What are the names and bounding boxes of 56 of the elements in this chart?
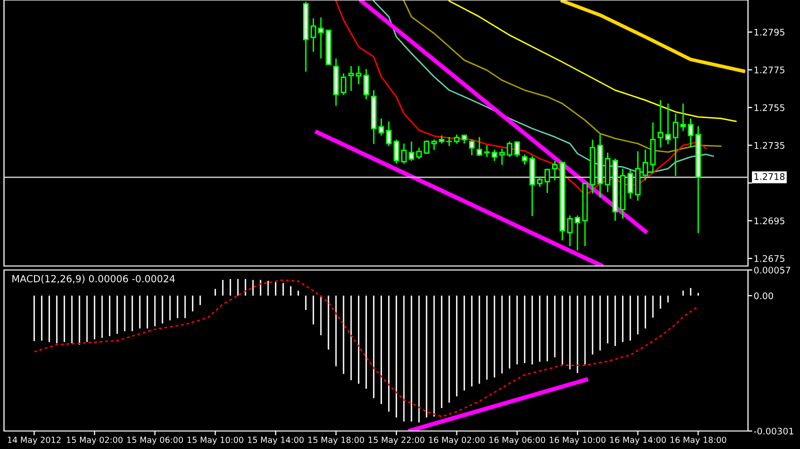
x-tick-label: 14 May 2012	[8, 436, 61, 445]
y-tick-label: 1.2695	[754, 217, 784, 224]
candlestick	[552, 160, 558, 182]
y-tick-label: 1.2735	[754, 142, 784, 149]
candlestick	[318, 16, 324, 60]
y-tick-label: 1.2795	[754, 28, 784, 36]
x-tick-label: 16 May 14:00	[610, 436, 666, 445]
candlestick	[484, 144, 490, 158]
x-tick-label: 15 May 22:00	[368, 436, 424, 445]
candlestick	[506, 140, 512, 158]
line-series	[560, 0, 746, 73]
candlestick	[348, 65, 354, 92]
line-series	[448, 0, 737, 122]
y-tick-label: 1.2775	[754, 66, 784, 74]
x-tick-label: 16 May 18:00	[670, 436, 726, 445]
x-tick-label: 15 May 18:00	[308, 436, 364, 445]
x-tick-label: 15 May 14:00	[248, 436, 304, 445]
candlestick	[363, 68, 369, 100]
x-tick-label: 15 May 10:00	[188, 436, 244, 445]
candlestick	[567, 214, 573, 247]
candlestick	[461, 134, 468, 144]
candlestick	[454, 134, 460, 144]
ref-line-label: 1.2718	[754, 173, 785, 180]
y-tick-label: 0.00	[754, 292, 774, 300]
candlestick	[514, 140, 520, 158]
x-tick-label: 16 May 10:00	[550, 436, 606, 445]
candlestick	[394, 138, 400, 164]
x-tick-label: 15 May 06:00	[127, 436, 183, 445]
candlestick	[544, 168, 550, 194]
candlestick	[469, 138, 475, 156]
candlestick	[642, 148, 648, 182]
line-series	[403, 0, 722, 153]
line-series	[335, 0, 706, 196]
candlestick	[431, 138, 437, 151]
candlestick	[522, 154, 528, 166]
x-tick-label: 16 May 06:00	[489, 436, 546, 445]
candlestick	[378, 118, 384, 136]
y-tick-label: 0.00057	[754, 266, 790, 274]
candlestick	[680, 102, 686, 132]
y-tick-label: 1.2755	[754, 104, 784, 112]
candlestick	[446, 136, 452, 147]
chart-title: MACD(12,26,9) 0.00006 -0.00024	[12, 274, 175, 284]
candlestick	[476, 136, 482, 157]
candlestick	[310, 18, 316, 53]
candlestick	[688, 118, 694, 148]
candlestick	[401, 142, 407, 164]
candlestick	[356, 65, 362, 85]
y-tick-label: -0.00301	[754, 428, 794, 435]
x-tick-label: 16 May 02:00	[429, 436, 485, 445]
candlestick	[536, 176, 543, 188]
y-tick-label: 1.2675	[754, 255, 784, 262]
candlestick	[672, 112, 678, 177]
line-series	[373, 0, 714, 173]
x-tick-label: 15 May 02:00	[66, 436, 123, 445]
candlestick	[627, 168, 634, 200]
candlestick	[386, 120, 392, 147]
